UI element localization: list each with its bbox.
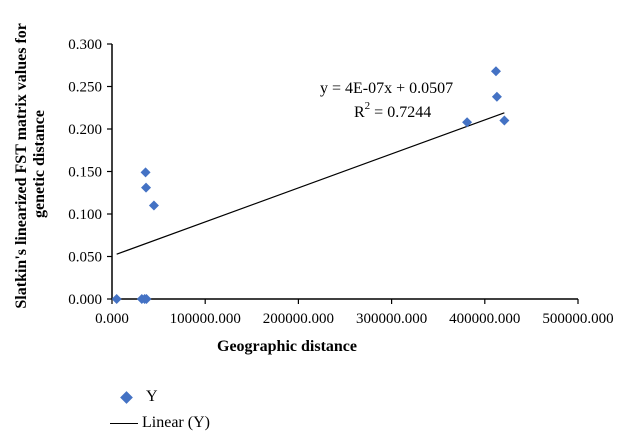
x-tick-label: 200000.000	[263, 311, 334, 327]
legend-entry-trendline: Linear (Y)	[110, 410, 210, 436]
diamond-marker-icon	[120, 390, 133, 404]
data-point	[141, 182, 152, 193]
r-squared-superscript: 2	[365, 100, 371, 112]
trendline-equation: y = 4E-07x + 0.0507	[320, 80, 453, 97]
y-tick-label: 0.300	[68, 37, 102, 53]
r-squared-value: = 0.7244	[370, 104, 431, 121]
x-tick-label: 300000.000	[356, 311, 427, 327]
data-point	[490, 66, 501, 77]
legend-label-series: Y	[146, 388, 158, 405]
legend: Y Linear (Y)	[110, 384, 210, 436]
trendline-r-squared: R2 = 0.7244	[354, 100, 431, 121]
y-tick-label: 0.200	[68, 122, 102, 138]
y-tick-label: 0.150	[68, 165, 102, 181]
x-tick-label: 0.000	[95, 311, 129, 327]
line-sample-icon	[110, 422, 138, 424]
y-tick-label: 0.050	[68, 250, 102, 266]
y-axis-title: Slatkin's linearized FST matrix values f…	[13, 19, 48, 308]
y-tick-label: 0.250	[68, 80, 102, 96]
r-squared-label: R	[354, 104, 365, 121]
data-point	[111, 294, 122, 304]
data-points	[111, 66, 510, 304]
data-point	[148, 200, 159, 211]
legend-label-trendline: Linear (Y)	[142, 414, 210, 431]
legend-entry-series: Y	[110, 384, 210, 410]
y-axis-title-line-2: genetic distance	[31, 110, 48, 218]
x-axis-title: Geographic distance	[217, 338, 357, 355]
trendline	[116, 112, 505, 255]
x-tick-label: 400000.000	[449, 311, 520, 327]
y-tick-label: 0.100	[68, 207, 102, 223]
x-axis-ticks: 0.000 100000.000 200000.000 300000.000 40000…	[95, 299, 614, 327]
y-axis-ticks: 0.000 0.050 0.100 0.150 0.200 0.250 0.300	[68, 37, 112, 308]
data-point	[491, 91, 502, 102]
data-point	[141, 294, 152, 304]
y-axis-title-line-1: Slatkin's linearized FST matrix values f…	[13, 23, 30, 308]
x-tick-label: 500000.000	[542, 311, 613, 327]
data-point	[462, 117, 473, 128]
data-point	[140, 167, 151, 178]
y-tick-label: 0.000	[68, 292, 102, 308]
x-tick-label: 100000.000	[170, 311, 241, 327]
data-point	[499, 115, 510, 126]
